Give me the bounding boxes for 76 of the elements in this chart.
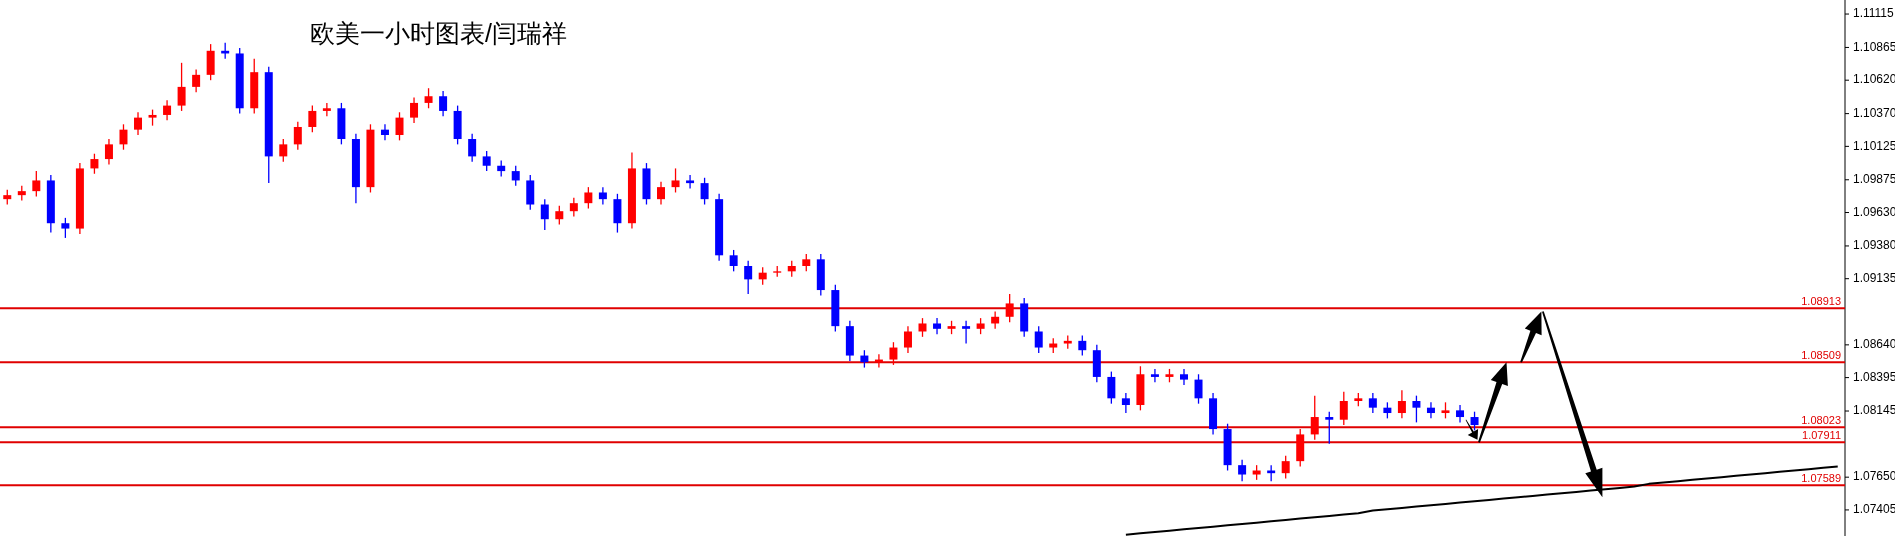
candlestick bbox=[424, 87, 433, 109]
candlestick bbox=[686, 174, 695, 190]
candlestick bbox=[729, 249, 738, 272]
y-tick-label: 1.08395 bbox=[1853, 369, 1895, 384]
candlestick bbox=[903, 325, 912, 354]
candlestick bbox=[1339, 390, 1348, 426]
y-tick-label: 1.09380 bbox=[1853, 238, 1895, 253]
candlestick bbox=[1426, 401, 1435, 420]
candlestick bbox=[962, 320, 971, 345]
candlestick bbox=[163, 99, 172, 121]
y-tick-label: 1.11115 bbox=[1853, 6, 1895, 21]
candlestick bbox=[177, 62, 186, 112]
y-tick-label: 1.09630 bbox=[1853, 204, 1895, 219]
y-tick-label: 1.09135 bbox=[1853, 270, 1895, 285]
y-tick-label: 1.07405 bbox=[1853, 502, 1895, 517]
y-tick-label: 1.09875 bbox=[1853, 171, 1895, 186]
candlestick bbox=[119, 123, 128, 151]
candlestick bbox=[410, 96, 419, 124]
candlestick bbox=[569, 197, 578, 218]
candlestick bbox=[32, 170, 41, 198]
candlestick bbox=[192, 68, 201, 93]
candlestick bbox=[1150, 368, 1159, 383]
candlestick bbox=[933, 317, 942, 335]
candlestick bbox=[700, 177, 709, 206]
candlestick bbox=[61, 217, 70, 239]
candlestick bbox=[584, 186, 593, 210]
candlestick bbox=[511, 165, 520, 187]
candlestick bbox=[1310, 395, 1319, 441]
candlestick bbox=[1107, 370, 1116, 405]
line-series bbox=[1124, 465, 1839, 536]
candlestick bbox=[598, 186, 607, 206]
candlestick bbox=[1238, 459, 1247, 482]
y-tick-label: 1.08640 bbox=[1853, 337, 1895, 352]
candlestick bbox=[90, 153, 99, 175]
ref-line-label: 1.07911 bbox=[1802, 429, 1841, 442]
candlestick bbox=[540, 198, 549, 231]
ref-line-label: 1.08509 bbox=[1801, 349, 1841, 362]
candlestick bbox=[1281, 455, 1290, 480]
ref-line-label: 1.08913 bbox=[1801, 295, 1841, 308]
candlestick bbox=[279, 138, 288, 163]
candlestick bbox=[889, 341, 898, 366]
candlestick bbox=[395, 111, 404, 141]
candlestick bbox=[1034, 325, 1043, 354]
candlestick bbox=[1397, 389, 1406, 420]
candlestick bbox=[991, 310, 1000, 330]
candlestick bbox=[104, 138, 113, 166]
candlestick bbox=[308, 104, 317, 133]
candlestick bbox=[657, 181, 665, 206]
candlestick bbox=[293, 120, 302, 151]
candlestick bbox=[482, 150, 491, 172]
y-tick-label: 1.10620 bbox=[1853, 72, 1895, 87]
candlestick bbox=[1470, 411, 1479, 432]
y-tick-label: 1.10370 bbox=[1853, 105, 1895, 120]
candlestick bbox=[134, 111, 143, 136]
candlestick bbox=[1005, 293, 1014, 323]
candlestick bbox=[1180, 368, 1188, 386]
y-tick-label: 1.10865 bbox=[1853, 39, 1895, 54]
ref-line-label: 1.08023 bbox=[1801, 414, 1841, 427]
y-tick-label: 1.07650 bbox=[1853, 469, 1895, 484]
candlestick bbox=[439, 90, 448, 117]
candlestick bbox=[1325, 411, 1334, 445]
candlestick bbox=[1194, 373, 1203, 405]
y-tick-label: 1.08145 bbox=[1853, 403, 1895, 418]
candlestick bbox=[380, 123, 389, 141]
candlestick bbox=[744, 260, 753, 295]
y-tick-label: 1.10125 bbox=[1853, 138, 1895, 153]
candlestick bbox=[1412, 395, 1421, 424]
candlestick bbox=[555, 205, 564, 226]
candlestick bbox=[1368, 392, 1377, 414]
text: 欧美一小时图表/闫瑞祥 bbox=[310, 19, 567, 47]
candlestick bbox=[1078, 334, 1087, 357]
ref-line-label: 1.07589 bbox=[1801, 472, 1841, 485]
candlestick bbox=[322, 102, 331, 117]
candlestick bbox=[468, 133, 477, 163]
candlestick bbox=[1121, 392, 1130, 414]
candlestick bbox=[671, 167, 680, 194]
